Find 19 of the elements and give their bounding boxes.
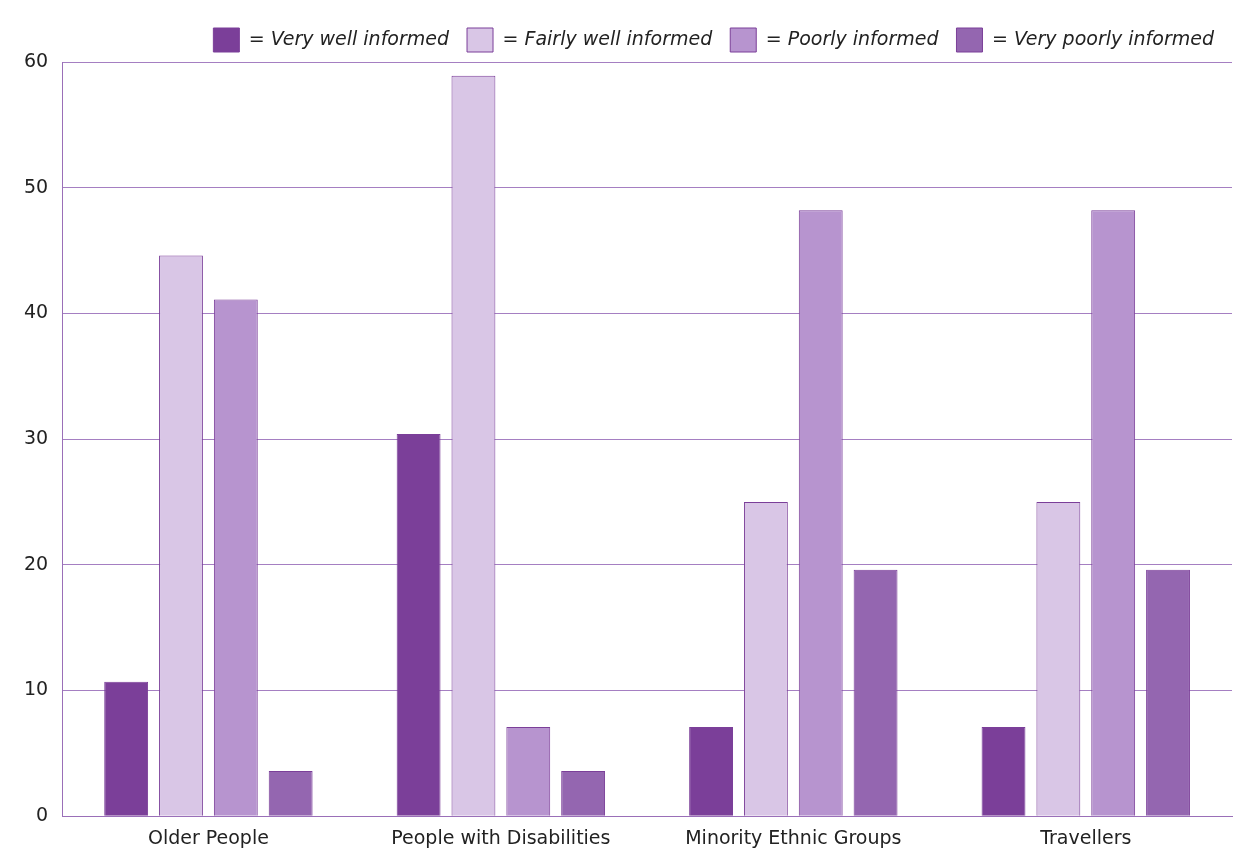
y-tick-label: 40 (23, 300, 49, 323)
legend-label: = Very poorly informed (991, 26, 1215, 49)
y-tick-label: 50 (23, 174, 49, 197)
bar (104, 681, 149, 816)
bar (689, 726, 733, 816)
x-tick-label: Travellers (1039, 825, 1132, 848)
y-tick-label: 20 (23, 551, 49, 574)
bar (981, 726, 1026, 816)
legend-label: = Fairly well informed (502, 26, 714, 49)
x-tick-label: People with Disabilities (391, 825, 611, 848)
y-tick-label: 10 (23, 677, 49, 700)
bar (396, 434, 441, 816)
x-tick-label: Minority Ethnic Groups (685, 825, 902, 848)
x-tick-label: Older People (147, 825, 269, 848)
legend-label: = Very well informed (248, 26, 450, 49)
y-tick-label: 60 (23, 48, 49, 71)
y-tick-label: 30 (23, 426, 49, 449)
legend-label: = Poorly informed (765, 26, 940, 49)
y-tick-label: 0 (36, 803, 49, 826)
